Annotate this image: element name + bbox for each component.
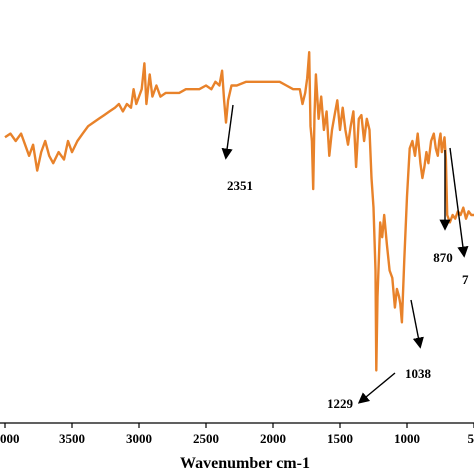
x-tick-label-5: 1500 bbox=[327, 431, 353, 446]
spectrum-line-0 bbox=[4, 51, 474, 372]
x-tick-label-1: 3500 bbox=[59, 431, 85, 446]
x-tick-label-7: 5 bbox=[468, 431, 474, 446]
plot-area bbox=[4, 51, 474, 372]
x-tick-label-6: 1000 bbox=[394, 431, 420, 446]
x-tick-label-0: 000 bbox=[0, 431, 20, 446]
x-tick-label-3: 2500 bbox=[193, 431, 219, 446]
annotation-arrow-7 bbox=[449, 147, 469, 258]
annotation-arrow-1038 bbox=[410, 299, 424, 349]
annotation-label-1038: 1038 bbox=[405, 366, 432, 381]
x-axis: 000 3500 3000 2500 2000 1500 1000 5 bbox=[0, 422, 474, 446]
peak-annotations: 2351 870 7 1038 1229 bbox=[221, 104, 469, 411]
annotation-label-2351: 2351 bbox=[227, 178, 253, 193]
x-tick-label-2: 3000 bbox=[126, 431, 152, 446]
annotation-arrow-2351 bbox=[221, 104, 234, 160]
annotation-arrow-1229 bbox=[357, 372, 396, 404]
x-axis-title: Wavenumber cm-1 bbox=[180, 455, 310, 472]
annotation-label-7: 7 bbox=[462, 272, 469, 287]
x-tick-label-4: 2000 bbox=[260, 431, 286, 446]
annotation-label-870: 870 bbox=[433, 250, 453, 265]
annotation-label-1229: 1229 bbox=[327, 396, 354, 411]
